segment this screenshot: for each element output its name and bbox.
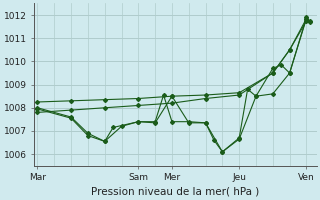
X-axis label: Pression niveau de la mer( hPa ): Pression niveau de la mer( hPa ) <box>91 187 260 197</box>
